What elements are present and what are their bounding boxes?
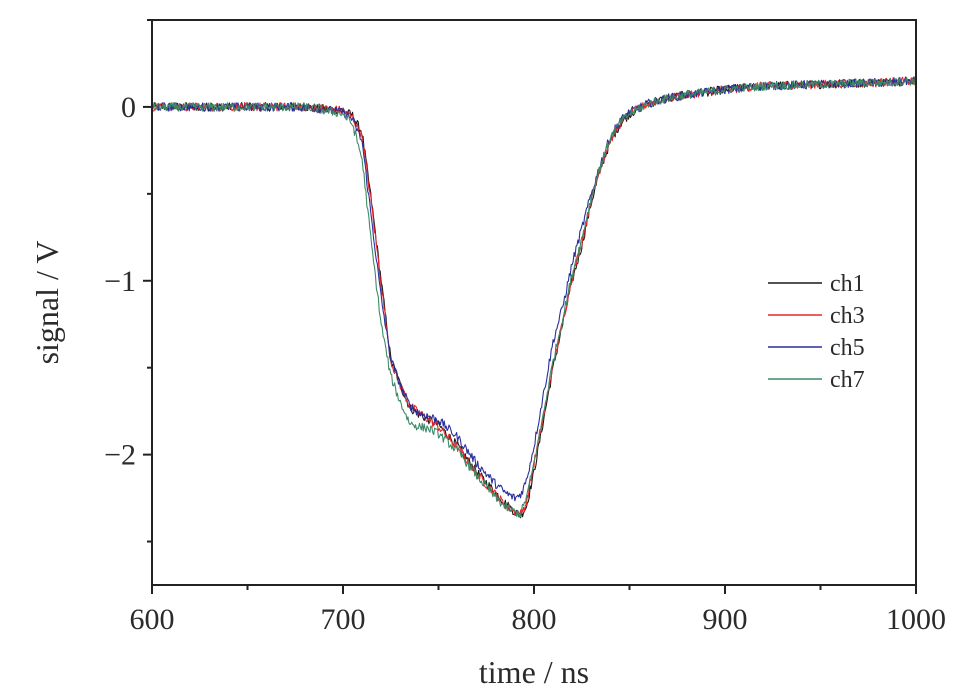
series-line-ch5 [151, 76, 917, 502]
y-tick-label: 0 [121, 91, 136, 124]
series-layer [151, 76, 917, 519]
tick-labels-layer: 600 700 800 900 1000 0 −1 −2 [104, 91, 946, 636]
x-tick-label: 600 [130, 603, 175, 636]
legend-label-ch1: ch1 [830, 271, 865, 297]
x-tick-label: 700 [321, 603, 366, 636]
x-tick-label: 900 [703, 603, 748, 636]
x-axis-title: time / ns [479, 654, 589, 690]
x-tick-label: 1000 [886, 603, 946, 636]
x-tick-label: 800 [512, 603, 557, 636]
legend-label-ch7: ch7 [830, 367, 865, 393]
legend: ch1 ch3 ch5 ch7 [768, 271, 865, 393]
y-axis-title: signal / V [29, 241, 65, 365]
series-line-ch7 [151, 76, 917, 518]
legend-label-ch5: ch5 [830, 335, 865, 361]
y-tick-label: −2 [104, 439, 136, 472]
series-line-ch1 [151, 76, 917, 519]
y-tick-label: −1 [104, 265, 136, 298]
ticks-layer [143, 19, 917, 594]
legend-label-ch3: ch3 [830, 303, 865, 329]
series-line-ch3 [151, 76, 917, 518]
